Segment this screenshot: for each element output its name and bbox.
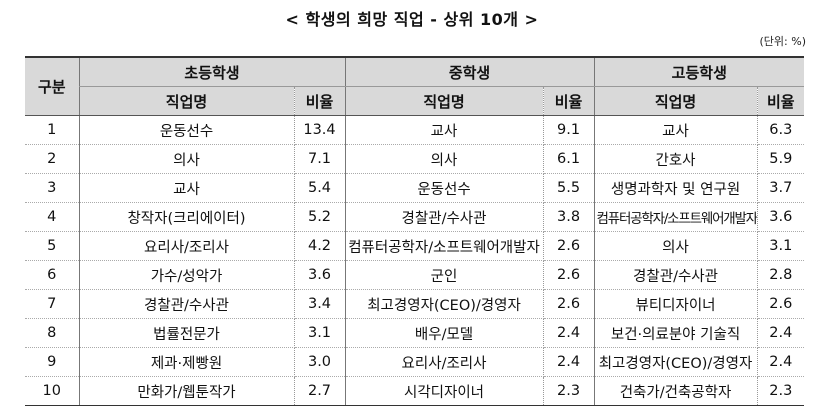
high-job-cell: 최고경영자(CEO)/경영자 [593, 347, 758, 377]
group-header-elementary: 초등학생 [78, 56, 346, 87]
middle-ratio-cell: 3.8 [543, 202, 595, 232]
elementary-job-cell: 법률전문가 [78, 318, 295, 348]
elementary-ratio-cell: 3.1 [294, 318, 346, 348]
elementary-job-cell: 창작자(크리에이터) [78, 202, 295, 232]
middle-job-cell: 의사 [344, 144, 544, 174]
table-row: 4 창작자(크리에이터) 5.2 경찰관/수사관 3.8 컴퓨터공학자/소프트웨어개발자 3… [25, 202, 805, 232]
elementary-ratio-cell: 13.4 [294, 115, 346, 145]
high-ratio-cell: 2.3 [757, 376, 805, 406]
middle-ratio-cell: 2.6 [543, 260, 595, 290]
table-row: 5 요리사/조리사 4.2 컴퓨터공학자/소프트웨어개발자 2.6 의사 3.1 [25, 231, 805, 261]
elementary-ratio-cell: 7.1 [294, 144, 346, 174]
table-row: 7 경찰관/수사관 3.4 최고경영자(CEO)/경영자 2.6 뷰티디자이너 2.6 [25, 289, 805, 319]
high-job-cell: 생명과학자 및 연구원 [593, 173, 758, 203]
high-ratio-cell: 2.8 [757, 260, 805, 290]
high-job-cell: 의사 [593, 231, 758, 261]
middle-job-cell: 요리사/조리사 [344, 347, 544, 377]
elementary-ratio-cell: 3.4 [294, 289, 346, 319]
rank-cell: 6 [25, 260, 79, 290]
category-header: 구분 [25, 56, 79, 116]
middle-ratio-cell: 2.4 [543, 318, 595, 348]
table-row: 10 만화가/웹툰작가 2.7 시각디자이너 2.3 건축가/건축공학자 2.3 [25, 376, 805, 406]
ratio-col-header-high: 비율 [757, 86, 805, 116]
rank-cell: 10 [25, 376, 79, 406]
middle-ratio-cell: 9.1 [543, 115, 595, 145]
group-header-middle: 중학생 [344, 56, 595, 87]
middle-ratio-cell: 2.3 [543, 376, 595, 406]
elementary-job-cell: 가수/성악가 [78, 260, 295, 290]
high-job-cell: 간호사 [593, 144, 758, 174]
middle-job-cell: 배우/모델 [344, 318, 544, 348]
middle-ratio-cell: 2.6 [543, 289, 595, 319]
rank-cell: 7 [25, 289, 79, 319]
ratio-col-header-elementary: 비율 [294, 86, 346, 116]
high-ratio-cell: 6.3 [757, 115, 805, 145]
high-ratio-cell: 2.4 [757, 347, 805, 377]
middle-ratio-cell: 6.1 [543, 144, 595, 174]
table-row: 2 의사 7.1 의사 6.1 간호사 5.9 [25, 144, 805, 174]
job-col-header-elementary: 직업명 [78, 86, 295, 116]
elementary-job-cell: 제과·제빵원 [78, 347, 295, 377]
high-job-cell: 뷰티디자이너 [593, 289, 758, 319]
elementary-ratio-cell: 5.2 [294, 202, 346, 232]
elementary-job-cell: 운동선수 [78, 115, 295, 145]
high-job-cell: 보건·의료분야 기술직 [593, 318, 758, 348]
table-row: 8 법률전문가 3.1 배우/모델 2.4 보건·의료분야 기술직 2.4 [25, 318, 805, 348]
middle-job-cell: 최고경영자(CEO)/경영자 [344, 289, 544, 319]
elementary-job-cell: 의사 [78, 144, 295, 174]
rank-cell: 8 [25, 318, 79, 348]
high-ratio-cell: 3.7 [757, 173, 805, 203]
rank-cell: 3 [25, 173, 79, 203]
middle-job-cell: 경찰관/수사관 [344, 202, 544, 232]
elementary-ratio-cell: 5.4 [294, 173, 346, 203]
table-title: < 학생의 희망 직업 - 상위 10개 > [285, 10, 539, 29]
high-ratio-cell: 3.6 [757, 202, 805, 232]
elementary-ratio-cell: 3.6 [294, 260, 346, 290]
elementary-ratio-cell: 2.7 [294, 376, 346, 406]
rank-cell: 9 [25, 347, 79, 377]
middle-job-cell: 교사 [344, 115, 544, 145]
table-row: 6 가수/성악가 3.6 군인 2.6 경찰관/수사관 2.8 [25, 260, 805, 290]
middle-job-cell: 군인 [344, 260, 544, 290]
table-row: 9 제과·제빵원 3.0 요리사/조리사 2.4 최고경영자(CEO)/경영자 2.4 [25, 347, 805, 377]
rank-cell: 2 [25, 144, 79, 174]
rank-cell: 1 [25, 115, 79, 145]
middle-job-cell: 시각디자이너 [344, 376, 544, 406]
high-ratio-cell: 2.4 [757, 318, 805, 348]
high-ratio-cell: 5.9 [757, 144, 805, 174]
header-row-columns: 직업명 비율 직업명 비율 직업명 비율 [25, 86, 805, 116]
middle-ratio-cell: 5.5 [543, 173, 595, 203]
high-job-cell: 건축가/건축공학자 [593, 376, 758, 406]
high-ratio-cell: 3.1 [757, 231, 805, 261]
elementary-job-cell: 요리사/조리사 [78, 231, 295, 261]
middle-ratio-cell: 2.6 [543, 231, 595, 261]
elementary-ratio-cell: 3.0 [294, 347, 346, 377]
elementary-job-cell: 만화가/웹툰작가 [78, 376, 295, 406]
middle-job-cell: 컴퓨터공학자/소프트웨어개발자 [344, 231, 544, 261]
rank-cell: 5 [25, 231, 79, 261]
header-row-groups: 구분 초등학생 중학생 고등학생 [25, 56, 805, 116]
high-job-cell: 컴퓨터공학자/소프트웨어개발자 [593, 202, 758, 232]
ratio-col-header-middle: 비율 [543, 86, 595, 116]
table-row: 1 운동선수 13.4 교사 9.1 교사 6.3 [25, 115, 805, 145]
elementary-job-cell: 경찰관/수사관 [78, 289, 295, 319]
rank-cell: 4 [25, 202, 79, 232]
high-ratio-cell: 2.6 [757, 289, 805, 319]
elementary-ratio-cell: 4.2 [294, 231, 346, 261]
table-row: 3 교사 5.4 운동선수 5.5 생명과학자 및 연구원 3.7 [25, 173, 805, 203]
middle-job-cell: 운동선수 [344, 173, 544, 203]
group-header-high: 고등학생 [593, 56, 805, 87]
high-job-cell: 교사 [593, 115, 758, 145]
job-col-header-middle: 직업명 [344, 86, 544, 116]
middle-ratio-cell: 2.4 [543, 347, 595, 377]
unit-label: (단위: %) [759, 35, 806, 48]
job-col-header-high: 직업명 [593, 86, 758, 116]
high-job-cell: 경찰관/수사관 [593, 260, 758, 290]
table-body: 1 운동선수 13.4 교사 9.1 교사 6.3 2 의사 7.1 의사 6.1 간호사 5.9 3 교사 5… [25, 115, 805, 406]
elementary-job-cell: 교사 [78, 173, 295, 203]
